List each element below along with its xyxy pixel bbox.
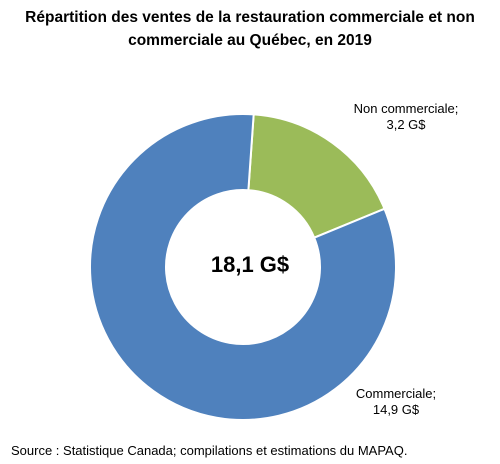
slice-label-commerciale: Commerciale; 14,9 G$ — [336, 386, 456, 418]
slice-label-non-commerciale-value: 3,2 G$ — [386, 117, 426, 132]
donut-center-total: 18,1 G$ — [210, 252, 290, 277]
slice-label-commerciale-name: Commerciale; — [355, 386, 437, 401]
chart-title-line-1: Répartition des ventes de la restauratio… — [25, 9, 475, 26]
chart-title-line-2: commerciale au Québec, en 2019 — [128, 32, 372, 49]
donut-slice-commerciale — [89, 113, 397, 421]
chart-source: Source : Statistique Canada; compilation… — [11, 443, 408, 458]
slice-label-non-commerciale-name: Non commerciale; — [353, 101, 459, 116]
donut-slice-non-commerciale — [247, 113, 386, 240]
chart-title: Répartition des ventes de la restauratio… — [0, 6, 500, 52]
slice-label-commerciale-value: 14,9 G$ — [372, 402, 420, 417]
slice-label-non-commerciale: Non commerciale; 3,2 G$ — [336, 101, 476, 133]
